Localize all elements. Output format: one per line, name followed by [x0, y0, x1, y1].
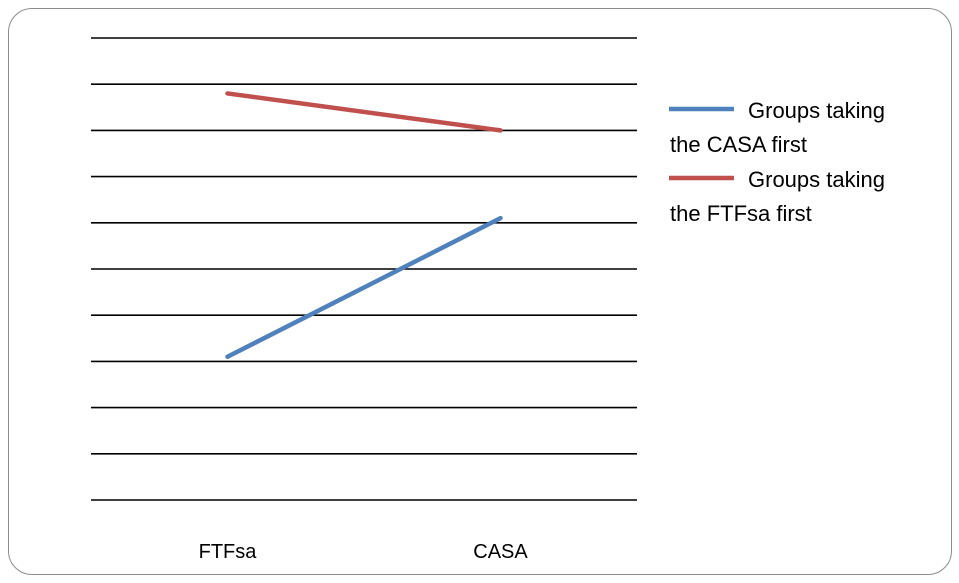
legend-label-1: Groups taking the CASA first [670, 98, 885, 157]
x-axis-tick-labels: FTFsa CASA [199, 541, 529, 563]
chart-frame [8, 8, 952, 575]
gridlines [91, 37, 637, 501]
legend: Groups taking the CASA first Groups taking… [669, 98, 885, 226]
legend-label-2: Groups taking the FTFsa first [670, 167, 885, 226]
series-line-1 [225, 215, 503, 360]
series-lines [225, 91, 503, 360]
series-line-2 [225, 91, 503, 133]
x-tick-label: CASA [473, 541, 528, 563]
x-tick-label: FTFsa [199, 541, 258, 563]
